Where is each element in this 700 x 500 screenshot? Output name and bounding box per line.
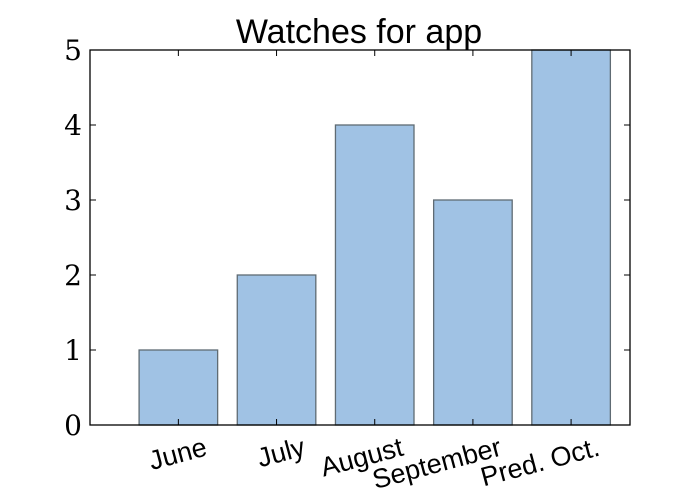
x-tick-label-0: June <box>146 432 210 476</box>
y-axis-tick-labels: 0 1 2 3 4 5 <box>64 34 82 442</box>
chart-title: Watches for app <box>236 13 482 51</box>
y-tick-label-1: 1 <box>64 334 82 367</box>
plot-area-frame <box>89 49 631 426</box>
y-tick-label-3: 3 <box>64 184 82 217</box>
bar-3 <box>432 199 513 426</box>
bar-2 <box>334 124 415 426</box>
y-tick-label-2: 2 <box>64 259 82 292</box>
bar-1 <box>236 274 317 426</box>
y-tick-label-5: 5 <box>64 34 82 67</box>
y-tick-label-4: 4 <box>64 109 82 142</box>
bars-layer <box>138 49 612 426</box>
y-tick-label-0: 0 <box>64 409 82 442</box>
x-tick-label-1: July <box>254 432 309 474</box>
bar-4 <box>531 49 612 426</box>
bar-0 <box>138 349 219 426</box>
